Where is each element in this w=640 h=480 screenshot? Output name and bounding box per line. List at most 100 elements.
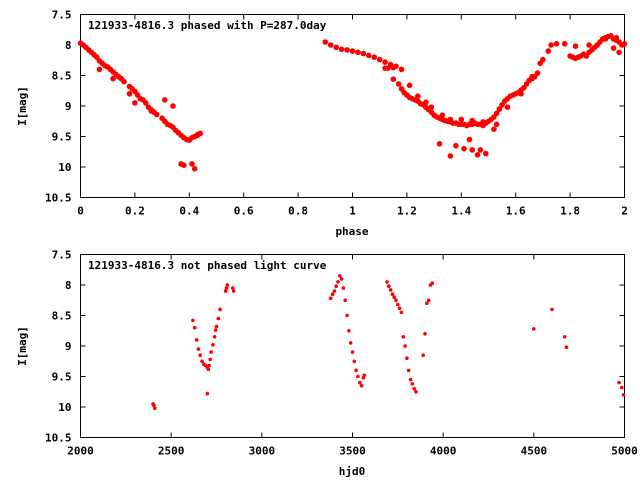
- phased-data-point: [366, 52, 372, 59]
- unphased-x-tick-label: 3000: [249, 445, 276, 458]
- phased-data-point: [458, 116, 465, 123]
- phased-data-point: [491, 126, 497, 132]
- phased-data-point: [553, 41, 560, 47]
- unphased-chart: 2000 2500 3000 3500 4000 4500 5000 7.5 8 8.5 9 9.5…: [16, 249, 638, 479]
- unphased-data-point: [334, 284, 339, 289]
- phased-data-point: [447, 153, 454, 159]
- unphased-data-point: [350, 350, 355, 354]
- phased-data-point: [477, 147, 484, 153]
- phased-data-point: [545, 48, 552, 54]
- unphased-data-point: [152, 403, 156, 408]
- phased-data-point: [548, 42, 554, 48]
- unphased-data-point: [336, 280, 340, 284]
- phased-data-point: [390, 76, 397, 82]
- phased-plot-frame: [80, 14, 625, 198]
- unphased-data-point: [198, 353, 202, 358]
- unphased-data-point: [617, 380, 621, 385]
- unphased-data-point: [421, 353, 426, 358]
- phased-data-point: [338, 46, 345, 53]
- unphased-y-axis-label: I[mag]: [16, 326, 29, 366]
- unphased-y-tick-label: 9.5: [52, 371, 72, 384]
- unphased-data-point: [405, 356, 409, 361]
- unphased-data-point: [390, 292, 395, 297]
- phased-data-point: [469, 117, 476, 124]
- unphased-data-point: [196, 347, 201, 351]
- unphased-data-point: [213, 328, 218, 332]
- phased-chart-title: 121933-4816.3 phased with P=287.0day: [88, 19, 327, 32]
- phased-data-point: [474, 152, 481, 158]
- phased-data-point: [96, 66, 103, 73]
- phased-data-point: [148, 108, 154, 114]
- phased-data-point: [602, 36, 609, 42]
- phased-x-tick-label: 0.4: [179, 205, 199, 218]
- unphased-data-point: [356, 374, 360, 379]
- unphased-data-point: [385, 280, 389, 284]
- unphased-data-point: [339, 277, 344, 281]
- unphased-chart-title: 121933-4816.3 not phased light curve: [88, 259, 327, 272]
- unphased-y-tick-label: 8.5: [52, 310, 72, 323]
- unphased-x-axis-label: hjd0: [339, 465, 366, 478]
- phased-data-point: [121, 78, 127, 85]
- phased-data-point: [610, 45, 617, 51]
- unphased-data-point: [332, 289, 337, 293]
- phased-data-point: [428, 104, 435, 110]
- phased-data-point: [616, 49, 622, 56]
- phased-data-point: [461, 145, 467, 152]
- phased-data-point: [493, 121, 500, 128]
- unphased-x-tick-label: 5000: [611, 445, 638, 458]
- phased-data-point: [344, 47, 350, 53]
- phased-data-point: [406, 82, 413, 89]
- unphased-x-tick-label: 3500: [339, 445, 366, 458]
- phased-x-tick-label: 1: [349, 205, 356, 218]
- phased-data-point: [415, 93, 421, 99]
- phased-data-point: [621, 41, 628, 47]
- phased-points: [77, 33, 628, 172]
- phased-data-point: [371, 54, 378, 60]
- phased-data-point: [453, 142, 459, 149]
- phased-data-point: [170, 103, 176, 109]
- unphased-y-ticks: 7.5 8 8.5 9 9.5 10 10.5: [45, 249, 625, 445]
- phased-data-point: [493, 110, 500, 117]
- unphased-data-point: [206, 367, 211, 372]
- unphased-data-point: [225, 283, 230, 287]
- unphased-data-point: [192, 325, 197, 330]
- unphased-data-point: [218, 307, 222, 312]
- phased-data-point: [572, 43, 579, 49]
- phased-data-point: [132, 100, 138, 106]
- unphased-data-point: [231, 289, 236, 293]
- unphased-x-tick-label: 2000: [67, 445, 94, 458]
- phased-data-point: [398, 66, 405, 73]
- phased-data-point: [162, 97, 168, 103]
- phased-x-tick-label: 0: [77, 205, 84, 218]
- phased-chart: 0 0.2 0.4 0.6 0.8 1 1.2 1.4 1.6 1.8 2 7.5 8 8.5 9 9.5 1…: [16, 9, 628, 239]
- phased-data-point: [322, 39, 329, 45]
- phased-x-ticks: 0 0.2 0.4 0.6 0.8 1 1.2 1.4 1.6 1.8 2: [77, 14, 628, 218]
- unphased-y-tick-label: 7.5: [52, 249, 72, 262]
- unphased-data-point: [620, 385, 624, 390]
- unphased-data-point: [208, 357, 212, 362]
- phased-data-point: [390, 64, 397, 71]
- unphased-data-point: [214, 324, 219, 329]
- phased-y-axis-label: I[mag]: [16, 86, 29, 126]
- unphased-data-point: [403, 344, 407, 348]
- unphased-data-point: [209, 350, 213, 354]
- phased-y-tick-label: 8.5: [52, 70, 72, 83]
- unphased-data-point: [358, 380, 362, 385]
- unphased-data-point: [423, 332, 427, 336]
- unphased-data-point: [426, 298, 431, 303]
- unphased-data-point: [191, 318, 195, 323]
- phased-y-ticks: 7.5 8 8.5 9 9.5 10 10.5: [45, 9, 625, 205]
- unphased-y-tick-label: 9: [65, 340, 72, 353]
- phased-y-tick-label: 7.5: [52, 9, 72, 22]
- phased-data-point: [480, 119, 486, 125]
- phased-data-point: [534, 70, 541, 76]
- unphased-data-point: [564, 345, 569, 350]
- unphased-data-point: [430, 281, 435, 286]
- phased-data-point: [153, 111, 160, 118]
- phased-x-tick-label: 1.6: [506, 205, 526, 218]
- unphased-data-point: [231, 286, 235, 290]
- unphased-data-point: [330, 292, 335, 297]
- unphased-data-point: [345, 313, 349, 318]
- unphased-data-point: [211, 343, 215, 347]
- unphased-data-point: [394, 298, 398, 303]
